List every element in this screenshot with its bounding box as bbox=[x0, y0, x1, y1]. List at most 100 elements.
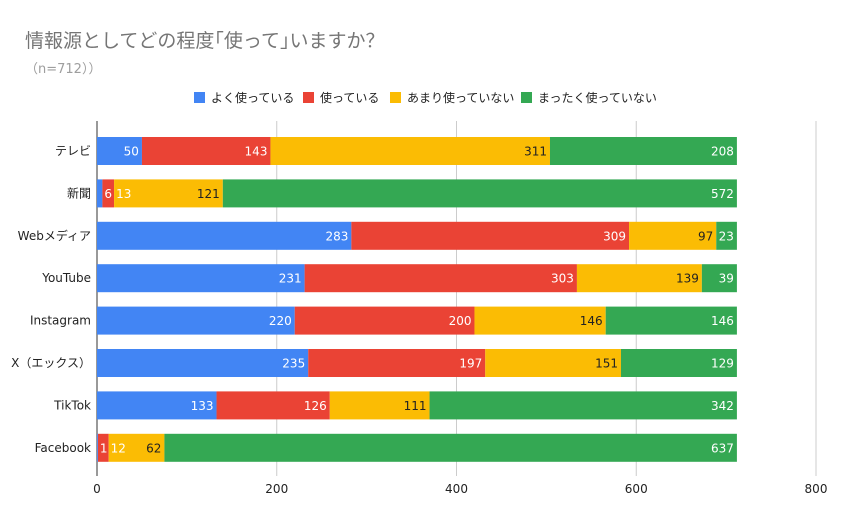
gridlines bbox=[96, 121, 817, 476]
data-label: 303 bbox=[551, 272, 574, 286]
bar-row: 283 309 97 23 bbox=[97, 221, 737, 250]
legend-item[interactable]: 使っている bbox=[303, 90, 379, 105]
bar-row: 1 12 62 637 bbox=[97, 433, 737, 462]
bar-segment[interactable] bbox=[429, 391, 737, 420]
data-label: 111 bbox=[404, 399, 427, 413]
bar-segment[interactable] bbox=[114, 179, 223, 208]
data-label: 143 bbox=[245, 145, 268, 159]
legend-swatch bbox=[194, 92, 205, 103]
category-label: X（エックス） bbox=[11, 356, 91, 370]
data-label: 342 bbox=[711, 399, 734, 413]
data-label: 13 bbox=[116, 187, 131, 201]
legend-item[interactable]: まったく使っていない bbox=[521, 90, 657, 105]
bar-segment[interactable] bbox=[294, 306, 475, 335]
data-label: 151 bbox=[595, 357, 618, 371]
bar-segment[interactable] bbox=[474, 306, 606, 335]
bar-segment[interactable] bbox=[97, 137, 142, 165]
legend-swatch bbox=[303, 92, 314, 103]
legend-swatch bbox=[521, 92, 532, 103]
data-label: 235 bbox=[282, 357, 305, 371]
data-label: 139 bbox=[676, 272, 699, 286]
data-label: 231 bbox=[279, 272, 302, 286]
data-label: 146 bbox=[580, 314, 603, 328]
bar-segment[interactable] bbox=[97, 221, 352, 250]
x-tick-label: 600 bbox=[625, 482, 648, 496]
bar-segment[interactable] bbox=[620, 349, 737, 377]
data-label: 637 bbox=[711, 441, 734, 455]
category-label: TikTok bbox=[53, 398, 91, 412]
data-label: 6 bbox=[104, 187, 112, 201]
bar-row: 231 303 139 39 bbox=[97, 264, 737, 293]
legend-item[interactable]: あまり使っていない bbox=[390, 90, 514, 105]
data-label: 208 bbox=[711, 145, 734, 159]
bar-segment[interactable] bbox=[102, 179, 115, 208]
data-label: 1 bbox=[100, 441, 108, 455]
bar-segment[interactable] bbox=[108, 433, 165, 462]
legend-swatch bbox=[390, 92, 401, 103]
bar-segment[interactable] bbox=[329, 391, 430, 420]
bar-row: 220 200 146 146 bbox=[97, 306, 737, 335]
bar-segment[interactable] bbox=[629, 221, 717, 250]
bar-segment[interactable] bbox=[97, 306, 295, 335]
x-axis-ticks: 0 200 400 600 800 bbox=[93, 482, 827, 496]
data-label: 311 bbox=[524, 145, 547, 159]
data-label: 309 bbox=[603, 229, 626, 243]
bar-row: 6 13 121 572 bbox=[97, 179, 737, 208]
bar-segment[interactable] bbox=[164, 433, 737, 462]
data-label: 200 bbox=[449, 314, 472, 328]
bar-segment[interactable] bbox=[97, 391, 217, 420]
data-label: 50 bbox=[124, 145, 139, 159]
bar-segment[interactable] bbox=[549, 137, 737, 165]
category-label: YouTube bbox=[41, 271, 91, 285]
bar-segment[interactable] bbox=[304, 264, 577, 293]
bar-segment[interactable] bbox=[485, 349, 621, 377]
x-tick-label: 200 bbox=[265, 482, 288, 496]
bar-segment[interactable] bbox=[222, 179, 737, 208]
data-label: 283 bbox=[325, 229, 348, 243]
legend-label: よく使っている bbox=[211, 90, 294, 105]
chart-title: 情報源としてどの程度｢使って｣いますか？ bbox=[25, 30, 385, 52]
bar-segment[interactable] bbox=[351, 221, 630, 250]
data-label: 146 bbox=[711, 314, 734, 328]
bar-segment[interactable] bbox=[97, 264, 305, 293]
chart-subtitle: （n=712）） bbox=[25, 62, 102, 77]
category-label: Webメディア bbox=[18, 228, 91, 243]
bar-row: 50 143 311 208 bbox=[97, 137, 737, 165]
bar-segment[interactable] bbox=[216, 391, 330, 420]
data-label: 121 bbox=[197, 187, 220, 201]
bar-segment[interactable] bbox=[701, 264, 737, 293]
data-label: 62 bbox=[146, 441, 161, 455]
data-label: 39 bbox=[719, 272, 734, 286]
bar-segment[interactable] bbox=[716, 221, 737, 250]
data-label: 220 bbox=[269, 314, 292, 328]
legend-label: まったく使っていない bbox=[538, 90, 657, 105]
data-label: 129 bbox=[711, 357, 734, 371]
bar-segment[interactable] bbox=[97, 179, 103, 208]
bar-segment[interactable] bbox=[605, 306, 737, 335]
data-label: 23 bbox=[719, 229, 734, 243]
bar-segment[interactable] bbox=[97, 433, 98, 462]
x-tick-label: 400 bbox=[445, 482, 468, 496]
bar-segment[interactable] bbox=[308, 349, 486, 377]
bar-row: 235 197 151 129 bbox=[97, 349, 737, 377]
data-label: 133 bbox=[191, 399, 214, 413]
data-label: 97 bbox=[698, 229, 713, 243]
bar-segment[interactable] bbox=[97, 349, 309, 377]
legend-label: 使っている bbox=[320, 90, 379, 105]
category-label: テレビ bbox=[55, 144, 91, 158]
legend-item[interactable]: よく使っている bbox=[194, 90, 294, 105]
bar-segment[interactable] bbox=[270, 137, 550, 165]
category-label: 新聞 bbox=[67, 185, 91, 200]
bar-segment[interactable] bbox=[141, 137, 271, 165]
category-label: Instagram bbox=[30, 314, 91, 328]
bar-segment[interactable] bbox=[97, 433, 109, 462]
bar-row: 133 126 111 342 bbox=[97, 391, 737, 420]
bar-segment[interactable] bbox=[576, 264, 702, 293]
legend: よく使っている 使っている あまり使っていない まったく使っていない bbox=[194, 90, 657, 105]
category-label: Facebook bbox=[35, 441, 91, 455]
data-label: 12 bbox=[111, 441, 126, 455]
